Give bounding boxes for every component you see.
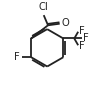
Text: F: F xyxy=(83,33,89,44)
Text: O: O xyxy=(62,18,69,28)
Text: Cl: Cl xyxy=(39,2,49,12)
Text: F: F xyxy=(14,52,20,62)
Text: F: F xyxy=(79,41,85,51)
Text: F: F xyxy=(79,26,85,36)
